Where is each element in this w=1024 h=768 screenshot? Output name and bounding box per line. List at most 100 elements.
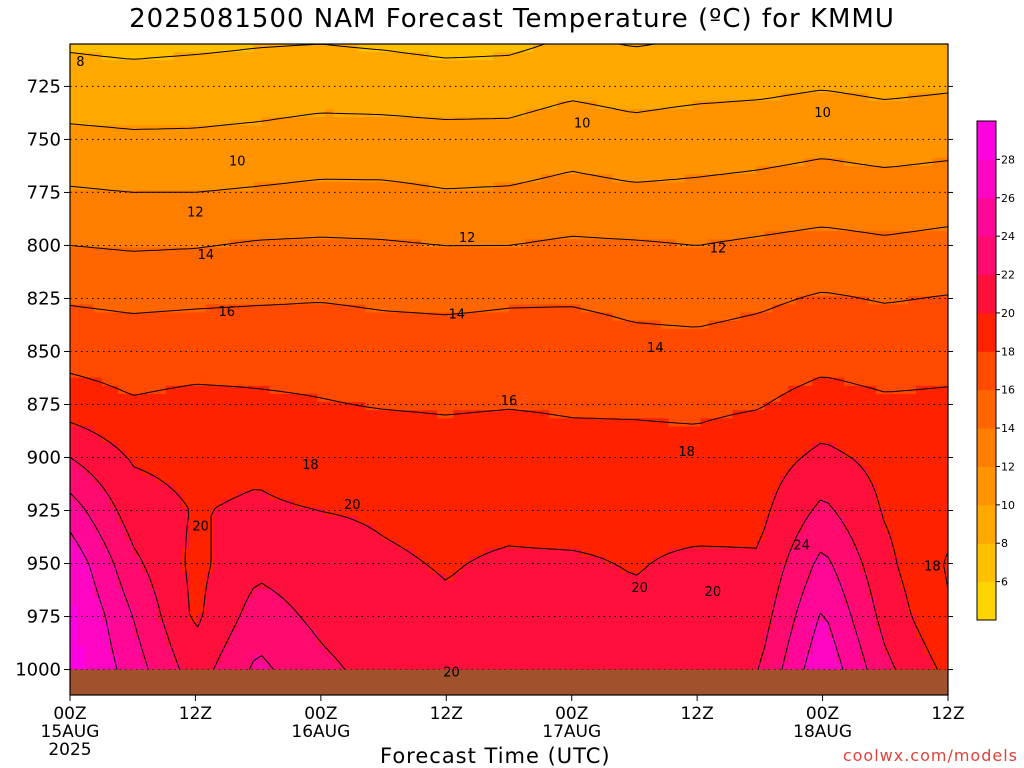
heatmap-cell — [277, 434, 287, 444]
heatmap-cell — [309, 442, 319, 452]
heatmap-cell — [548, 572, 558, 582]
heatmap-cell — [173, 231, 183, 240]
heatmap-cell — [277, 581, 287, 590]
heatmap-cell — [437, 385, 446, 395]
heatmap-cell — [117, 44, 127, 53]
heatmap-cell — [261, 572, 271, 582]
heatmap-cell — [413, 263, 422, 273]
heatmap-cell — [253, 361, 263, 371]
heatmap-cell — [389, 524, 398, 533]
heatmap-cell — [540, 84, 550, 94]
heatmap-cell — [493, 190, 502, 200]
heatmap-cell — [453, 361, 462, 371]
heatmap-cell — [397, 483, 406, 493]
heatmap-cell — [341, 279, 350, 289]
heatmap-cell — [221, 393, 231, 403]
heatmap-cell — [197, 92, 207, 102]
heatmap-cell — [205, 483, 215, 493]
heatmap-cell — [453, 52, 462, 61]
heatmap-cell — [357, 369, 366, 379]
heatmap-cell — [365, 515, 374, 525]
heatmap-cell — [477, 190, 486, 200]
heatmap-cell — [149, 572, 159, 582]
heatmap-cell — [357, 223, 366, 232]
heatmap-cell — [141, 141, 151, 151]
heatmap-cell — [477, 499, 486, 509]
heatmap-cell — [85, 239, 95, 249]
heatmap-cell — [413, 157, 422, 167]
heatmap-cell — [189, 369, 199, 379]
heatmap-cell — [564, 288, 574, 297]
heatmap-cell — [429, 475, 438, 485]
heatmap-cell — [333, 410, 342, 419]
heatmap-cell — [516, 149, 526, 159]
heatmap-cell — [461, 572, 470, 582]
heatmap-cell — [261, 385, 271, 395]
heatmap-cell — [213, 247, 223, 257]
heatmap-cell — [245, 125, 255, 135]
heatmap-cell — [509, 393, 518, 403]
heatmap-cell — [133, 304, 143, 314]
heatmap-cell — [493, 597, 502, 607]
heatmap-cell — [493, 434, 502, 444]
heatmap-cell — [93, 662, 103, 672]
heatmap-cell — [253, 174, 263, 183]
heatmap-cell — [357, 125, 366, 135]
heatmap-cell — [133, 141, 143, 151]
heatmap-cell — [229, 109, 239, 118]
heatmap-cell — [516, 125, 526, 135]
heatmap-cell — [548, 44, 558, 53]
heatmap-cell — [373, 385, 382, 395]
heatmap-cell — [301, 255, 311, 265]
heatmap-cell — [397, 361, 406, 371]
heatmap-cell — [453, 206, 462, 216]
heatmap-cell — [181, 296, 191, 305]
heatmap-cell — [221, 239, 231, 249]
heatmap-cell — [141, 117, 151, 126]
heatmap-cell — [493, 166, 502, 175]
heatmap-cell — [141, 52, 151, 61]
heatmap-cell — [157, 597, 167, 607]
heatmap-cell — [365, 174, 374, 183]
heatmap-cell — [509, 564, 518, 574]
heatmap-cell — [205, 581, 215, 590]
heatmap-cell — [540, 353, 550, 362]
heatmap-cell — [221, 52, 231, 61]
heatmap-cell — [109, 410, 119, 419]
heatmap-cell — [269, 174, 279, 183]
heatmap-cell — [349, 190, 358, 200]
heatmap-cell — [221, 377, 231, 387]
heatmap-cell — [445, 515, 454, 525]
heatmap-cell — [269, 336, 279, 346]
heatmap-cell — [157, 100, 167, 110]
heatmap-cell — [532, 109, 542, 118]
heatmap-cell — [149, 369, 159, 379]
heatmap-cell — [373, 369, 382, 379]
heatmap-cell — [413, 491, 422, 501]
heatmap-cell — [301, 629, 311, 639]
heatmap-cell — [141, 629, 151, 639]
heatmap-cell — [469, 572, 478, 582]
heatmap-cell — [405, 328, 414, 338]
heatmap-cell — [357, 662, 366, 672]
heatmap-cell — [437, 548, 446, 558]
heatmap-cell — [548, 499, 558, 509]
heatmap-cell — [157, 279, 167, 289]
heatmap-cell — [477, 68, 486, 78]
heatmap-cell — [437, 190, 446, 200]
heatmap-cell — [221, 361, 231, 371]
heatmap-cell — [493, 231, 502, 240]
heatmap-cell — [516, 214, 526, 224]
heatmap-cell — [157, 198, 167, 208]
heatmap-cell — [149, 459, 159, 468]
heatmap-cell — [117, 92, 127, 102]
heatmap-cell — [117, 426, 127, 436]
heatmap-cell — [397, 450, 406, 460]
heatmap-cell — [325, 60, 334, 70]
heatmap-cell — [349, 231, 358, 240]
heatmap-cell — [509, 385, 518, 395]
heatmap-cell — [101, 190, 111, 200]
heatmap-cell — [445, 393, 454, 403]
heatmap-cell — [397, 84, 406, 94]
heatmap-cell — [397, 174, 406, 183]
